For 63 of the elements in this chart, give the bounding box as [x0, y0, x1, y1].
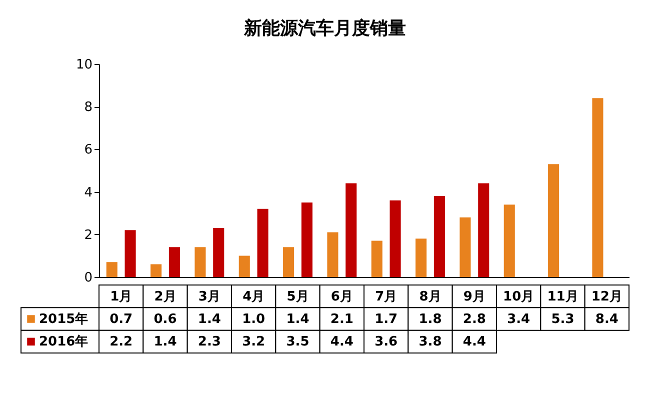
bar	[257, 208, 268, 277]
data-label: 1.4	[286, 312, 310, 327]
data-label: 5.3	[551, 312, 574, 327]
bar	[371, 240, 382, 277]
data-label: 3.6	[374, 334, 398, 350]
bar	[168, 247, 180, 277]
data-label: 3.5	[286, 334, 310, 350]
x-tick-label: 10月	[503, 289, 534, 304]
y-tick-label: 8	[84, 100, 92, 116]
x-tick-label: 2月	[154, 289, 176, 304]
bar	[592, 98, 604, 277]
bar	[238, 256, 250, 277]
bar	[301, 202, 312, 277]
data-label: 2.8	[462, 312, 486, 327]
data-label: 1.0	[242, 312, 266, 327]
bar	[213, 228, 224, 277]
bar	[416, 238, 427, 277]
y-tick-label: 2	[84, 228, 92, 243]
y-tick-label: 0	[84, 270, 92, 286]
data-label: 2.2	[110, 334, 133, 350]
legend-label: 2015年	[39, 312, 88, 327]
bar	[478, 183, 490, 277]
y-tick-label: 10	[76, 58, 92, 72]
bar	[504, 204, 515, 277]
x-tick-label: 12月	[591, 289, 622, 304]
data-label: 3.2	[242, 334, 266, 350]
y-tick-label: 6	[84, 142, 92, 158]
bar	[327, 232, 338, 277]
x-tick-label: 7月	[375, 289, 398, 304]
bar	[460, 217, 471, 277]
bar	[548, 164, 560, 277]
x-tick-label: 6月	[330, 289, 353, 304]
data-label: 1.4	[198, 312, 221, 327]
bar	[346, 183, 357, 277]
data-label: 1.8	[418, 312, 442, 327]
bar	[150, 264, 162, 277]
bar	[106, 262, 118, 277]
data-label: 3.4	[507, 312, 530, 327]
bar	[390, 200, 401, 277]
data-label: 1.7	[374, 312, 398, 327]
bar	[194, 247, 206, 277]
x-tick-label: 11月	[547, 289, 578, 304]
bar	[434, 196, 445, 277]
data-label: 2.1	[330, 312, 354, 327]
y-tick-label: 4	[84, 185, 92, 200]
legend-label: 2016年	[39, 334, 88, 350]
data-label: 0.6	[154, 312, 177, 327]
data-label: 2.3	[198, 334, 221, 350]
x-tick-label: 8月	[419, 289, 442, 304]
x-tick-label: 4月	[242, 289, 265, 304]
x-tick-label: 3月	[198, 289, 220, 304]
bar	[124, 230, 136, 277]
data-label: 0.7	[110, 312, 133, 327]
data-label: 3.8	[418, 334, 442, 350]
x-tick-label: 1月	[110, 289, 132, 304]
bar	[283, 247, 294, 277]
data-label: 1.4	[154, 334, 177, 350]
data-label: 4.4	[330, 334, 354, 350]
data-label: 4.4	[462, 334, 486, 350]
x-tick-label: 5月	[286, 289, 309, 304]
chart-title: 新能源汽车月度销量	[243, 18, 406, 39]
data-label: 8.4	[595, 312, 618, 327]
x-tick-label: 9月	[463, 289, 486, 304]
